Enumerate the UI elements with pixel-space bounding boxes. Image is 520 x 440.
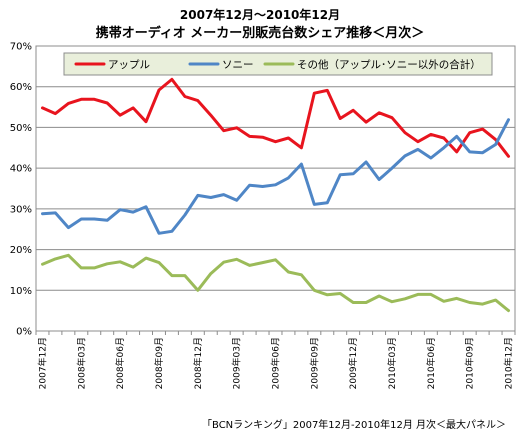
series-line — [41, 118, 510, 235]
x-tick-label: 2010年09月 — [464, 337, 476, 389]
x-tick-label: 2010年12月 — [503, 337, 515, 389]
x-tick-label: 2009年03月 — [231, 337, 243, 389]
legend-label: その他（アップル･ソニー以外の合計） — [297, 58, 481, 71]
x-tick-label: 2008年06月 — [114, 337, 126, 389]
x-tick-label: 2008年03月 — [75, 337, 87, 389]
legend-label: アップル — [108, 59, 150, 71]
x-tick-label: 2010年03月 — [386, 337, 398, 389]
y-tick-label: 40% — [10, 164, 32, 175]
y-tick-label: 50% — [10, 123, 32, 134]
x-tick-label: 2009年12月 — [347, 337, 359, 389]
series-line — [41, 253, 510, 313]
legend-label: ソニー — [222, 59, 254, 71]
plot-frame — [35, 45, 516, 332]
y-tick-label: 10% — [10, 286, 32, 297]
x-tick-label: 2010年06月 — [425, 337, 437, 389]
footnote: 「BCNランキング」2007年12月-2010年12月 月次＜最大パネル＞ — [202, 420, 506, 431]
chart-title: 2007年12月～2010年12月 — [179, 8, 341, 22]
chart-subtitle: 携帯オーディオ メーカー別販売台数シェア推移＜月次＞ — [95, 26, 425, 41]
series-line — [41, 77, 510, 158]
x-tick-label: 2008年09月 — [153, 337, 165, 389]
y-tick-label: 0% — [16, 327, 32, 338]
x-tick-label: 2009年06月 — [270, 337, 282, 389]
x-tick-label: 2007年12月 — [36, 337, 48, 389]
y-tick-label: 30% — [10, 204, 32, 215]
y-tick-label: 20% — [10, 245, 32, 256]
y-tick-label: 70% — [10, 42, 32, 53]
x-tick-label: 2008年12月 — [192, 337, 204, 389]
x-tick-label: 2009年09月 — [308, 337, 320, 389]
y-tick-label: 60% — [10, 82, 32, 93]
